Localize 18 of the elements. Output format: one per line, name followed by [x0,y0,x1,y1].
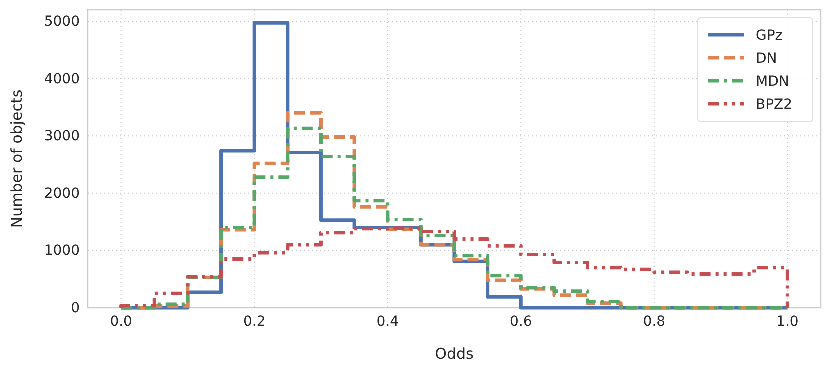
x-axis-title: Odds [435,345,474,363]
legend-label: GPz [756,28,783,44]
legend-label: DN [756,51,778,67]
y-tick-label: 0 [71,300,80,316]
y-tick-label: 5000 [44,14,80,30]
x-tick-label: 0.6 [510,314,532,330]
y-tick-label: 2000 [44,186,80,202]
x-tick-label: 0.8 [643,314,666,330]
x-tick-label: 0.4 [376,314,400,330]
x-tick-label: 0.0 [110,314,132,330]
x-tick-label: 0.2 [243,314,266,330]
y-tick-label: 4000 [44,71,80,88]
y-tick-label: 3000 [44,128,80,145]
y-axis-title: Number of objects [8,90,26,228]
y-tick-label: 1000 [44,243,80,260]
x-tick-label: 1.0 [776,314,799,330]
legend-label: MDN [756,74,790,90]
legend-label: BPZ2 [756,97,793,113]
